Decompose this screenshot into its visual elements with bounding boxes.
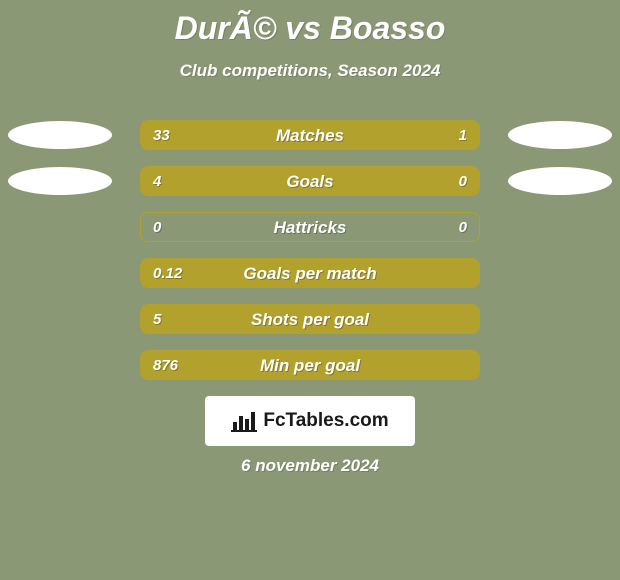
bar-fill-right: [405, 121, 479, 149]
bar-chart-icon: [231, 410, 257, 432]
bar-fill-left: [141, 351, 479, 379]
stat-label: Hattricks: [141, 213, 479, 242]
stat-row: Shots per goal5: [0, 304, 620, 334]
player-left-ellipse: [8, 167, 112, 195]
bar-fill-right: [405, 167, 479, 195]
stat-row: Min per goal876: [0, 350, 620, 380]
source-logo: FcTables.com: [205, 396, 415, 446]
stat-row: Goals per match0.12: [0, 258, 620, 288]
logo-text: FcTables.com: [263, 410, 388, 432]
stat-row: Goals40: [0, 166, 620, 196]
stat-rows: Matches331 Goals40 Hattricks0 0 Goals per ma…: [0, 120, 620, 396]
player-left-ellipse: [8, 121, 112, 149]
stat-value-left: 0: [153, 213, 161, 242]
subtitle: Club competitions, Season 2024: [0, 61, 620, 81]
page-title: DurÃ© vs Boasso: [0, 0, 620, 47]
stat-bar: Goals40: [140, 166, 480, 196]
stat-bar: Goals per match0.12: [140, 258, 480, 288]
stat-row: Matches331: [0, 120, 620, 150]
bar-fill-left: [141, 259, 479, 287]
stat-bar: Hattricks0 0: [140, 212, 480, 242]
bar-fill-left: [141, 121, 405, 149]
footer-date: 6 november 2024: [0, 456, 620, 476]
bar-fill-left: [141, 167, 405, 195]
stat-value-right: 0: [459, 213, 467, 242]
comparison-infographic: DurÃ© vs Boasso Club competitions, Seaso…: [0, 0, 620, 580]
stat-bar: Matches331: [140, 120, 480, 150]
stat-bar: Shots per goal5: [140, 304, 480, 334]
player-right-ellipse: [508, 167, 612, 195]
stat-row: Hattricks0 0: [0, 212, 620, 242]
player-right-ellipse: [508, 121, 612, 149]
bar-fill-left: [141, 305, 479, 333]
stat-bar: Min per goal876: [140, 350, 480, 380]
